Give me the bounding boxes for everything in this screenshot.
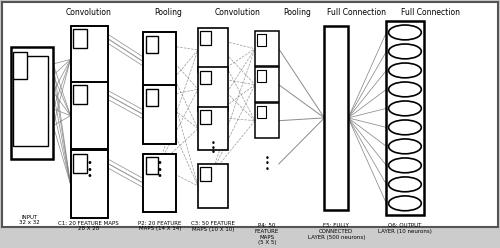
Bar (257, 70, 266, 82)
Text: •: • (264, 159, 270, 168)
Text: •: • (86, 165, 92, 175)
Bar (257, 34, 266, 46)
Text: •: • (264, 154, 270, 163)
Bar (146, 89, 158, 105)
Text: P4: 50
FEATURE
MAPS
(5 X 5): P4: 50 FEATURE MAPS (5 X 5) (254, 223, 279, 245)
Circle shape (388, 158, 422, 173)
Bar (14, 56, 48, 146)
Text: Convolution: Convolution (214, 8, 260, 17)
Text: •: • (86, 171, 92, 181)
Bar (146, 36, 158, 53)
Bar (257, 106, 266, 118)
Text: •: • (210, 144, 216, 153)
Circle shape (388, 44, 422, 59)
Text: C3: 50 FEATURE
MAPS (10 X 10): C3: 50 FEATURE MAPS (10 X 10) (191, 221, 235, 232)
Circle shape (388, 196, 422, 211)
Text: •: • (156, 171, 162, 181)
Text: INPUT
32 x 32: INPUT 32 x 32 (19, 215, 40, 225)
Text: •: • (86, 158, 92, 168)
Circle shape (388, 82, 422, 97)
Bar (14, 52, 28, 79)
Bar (255, 67, 279, 102)
Bar (198, 107, 228, 151)
Text: •: • (210, 139, 216, 148)
Text: F5: FULLY
CONNECTED
LAYER (500 neurons): F5: FULLY CONNECTED LAYER (500 neurons) (308, 223, 365, 240)
Bar (255, 31, 279, 66)
Bar (198, 28, 228, 72)
Bar (70, 26, 108, 93)
Circle shape (388, 63, 422, 78)
Bar (74, 29, 88, 48)
Text: Full Connection: Full Connection (327, 8, 386, 17)
Bar (255, 103, 279, 138)
Bar (198, 164, 228, 208)
Bar (386, 21, 424, 215)
Text: Pooling: Pooling (154, 8, 182, 17)
Circle shape (388, 177, 422, 192)
Text: O6: OUTPUT
LAYER (10 neurons): O6: OUTPUT LAYER (10 neurons) (378, 223, 432, 234)
Text: Pooling: Pooling (283, 8, 311, 17)
Text: •: • (156, 158, 162, 168)
Bar (144, 154, 176, 212)
Bar (74, 154, 88, 173)
Text: •: • (264, 165, 270, 174)
Bar (70, 151, 108, 218)
Text: Convolution: Convolution (66, 8, 112, 17)
Bar (74, 85, 88, 104)
Bar (144, 32, 176, 91)
Circle shape (388, 120, 422, 135)
Text: •: • (210, 148, 216, 157)
Text: C1: 20 FEATURE MAPS
28 X 28: C1: 20 FEATURE MAPS 28 X 28 (58, 221, 119, 231)
Circle shape (388, 139, 422, 154)
Text: •: • (156, 165, 162, 175)
Bar (146, 157, 158, 174)
Bar (144, 85, 176, 144)
Circle shape (388, 25, 422, 40)
Bar (70, 82, 108, 149)
Bar (11, 47, 53, 159)
Bar (200, 110, 211, 124)
Bar (200, 167, 211, 181)
Text: P2: 20 FEATURE
MAPS (14 X 14): P2: 20 FEATURE MAPS (14 X 14) (138, 221, 182, 231)
Bar (198, 67, 228, 111)
Bar (324, 26, 348, 210)
Bar (200, 71, 211, 84)
Text: Full Connection: Full Connection (402, 8, 460, 17)
Bar (200, 31, 211, 45)
Circle shape (388, 101, 422, 116)
